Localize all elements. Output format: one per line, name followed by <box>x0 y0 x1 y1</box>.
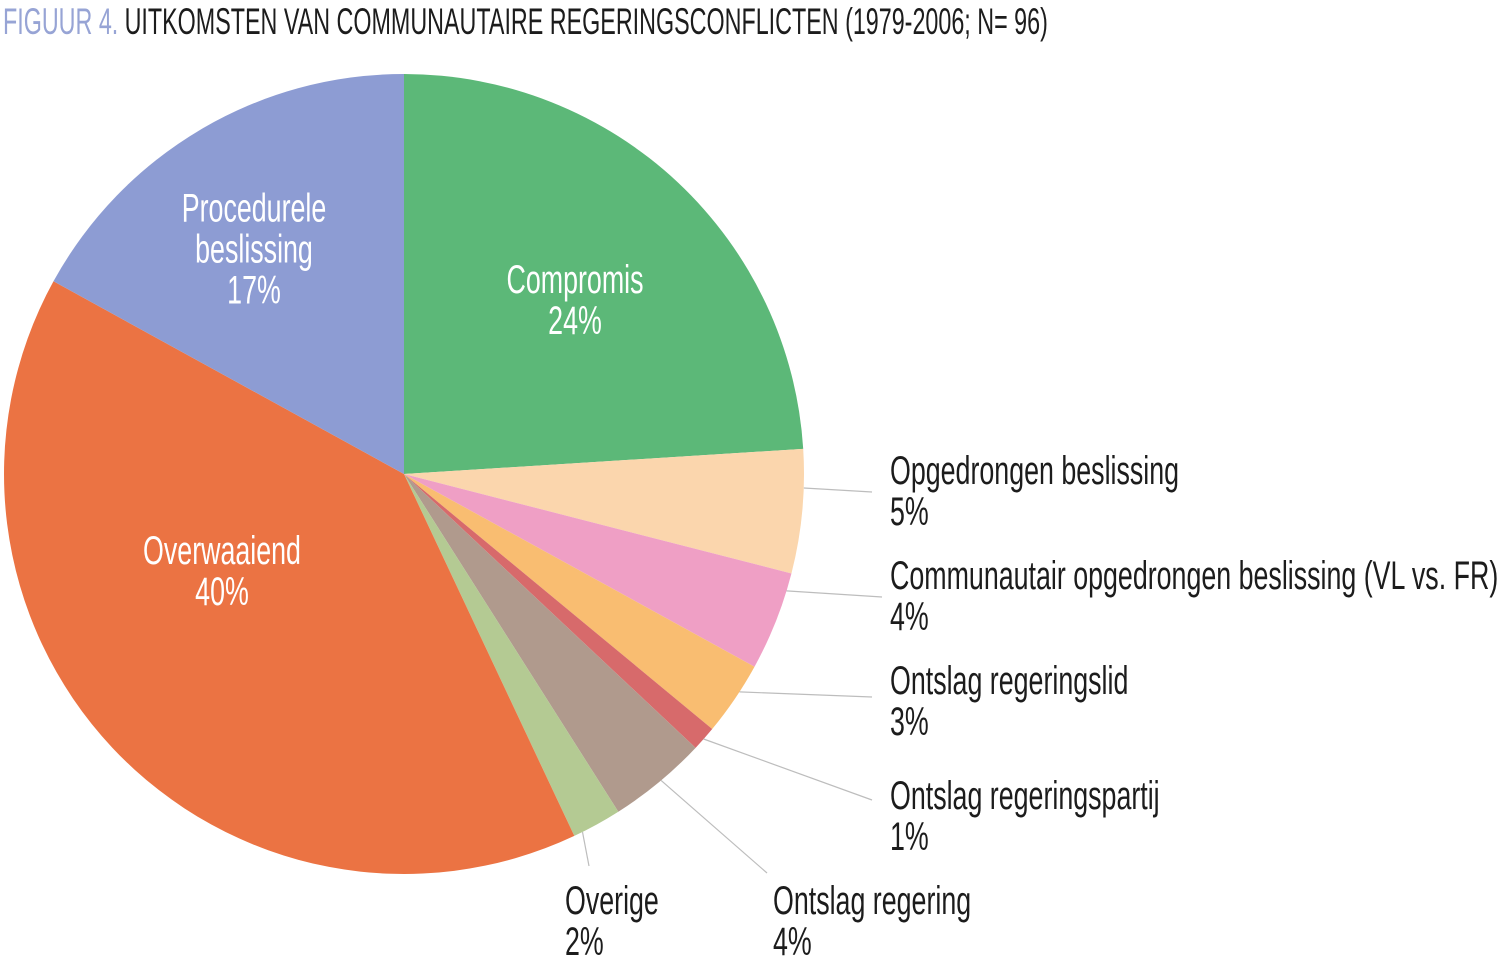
callout-label-pct: 2% <box>565 920 604 964</box>
callout-communautair-opgedrongen-beslissing: Communautair opgedrongen beslissing (VL … <box>890 556 1498 638</box>
callout-label-text: Overige <box>565 879 659 923</box>
leader-line-overige <box>581 831 590 867</box>
figure-number: FIGUUR 4. <box>3 1 119 42</box>
callout-label-text: Communautair opgedrongen beslissing (VL … <box>890 554 1499 598</box>
callout-label-pct: 4% <box>773 920 812 964</box>
callout-ontslag-regering: Ontslag regering 4% <box>773 881 971 963</box>
slice-label-procedurele-beslissing: Procedurele beslissing 17% <box>150 186 358 313</box>
callout-label-text: Ontslag regeringspartij <box>890 774 1160 818</box>
callout-label-pct: 3% <box>890 700 929 744</box>
figure-caption: UITKOMSTEN VAN COMMUNAUTAIRE REGERINGSCO… <box>124 1 1048 42</box>
callout-label-text: Ontslag regering <box>773 879 972 923</box>
callout-opgedrongen-beslissing: Opgedrongen beslissing 5% <box>890 451 1179 533</box>
callout-label-text: Ontslag regeringslid <box>890 659 1129 703</box>
callout-overige: Overige 2% <box>565 881 659 963</box>
pie-slice-overige <box>404 474 619 836</box>
leader-line-opgedrongen-beslissing <box>803 487 873 493</box>
callout-label-pct: 5% <box>890 490 929 534</box>
figure-title: FIGUUR 4. UITKOMSTEN VAN COMMUNAUTAIRE RE… <box>3 2 1048 41</box>
callout-label-pct: 4% <box>890 595 929 639</box>
leader-line-communautair-opgedrongen-beslissing-vl-vs-fr <box>786 590 883 598</box>
pie-slice-opgedrongen-beslissing <box>404 448 804 574</box>
pie-slice-procedurele-beslissing <box>53 74 404 474</box>
leader-line-ontslag-regeringslid <box>739 691 873 698</box>
slice-label-overwaaiend: Overwaaiend 40% <box>143 531 301 613</box>
slice-label-text: Compromis <box>506 258 644 302</box>
pie-slice-overwaaiend <box>4 281 575 874</box>
pie-slice-communautair-opgedrongen-beslissing-vl-vs-fr <box>404 474 792 667</box>
callout-label-text: Opgedrongen beslissing <box>890 449 1180 493</box>
slice-label-compromis: Compromis 24% <box>506 260 643 342</box>
callout-label-pct: 1% <box>890 815 929 859</box>
callout-ontslag-regeringspartij: Ontslag regeringspartij 1% <box>890 776 1160 858</box>
leader-line-ontslag-regering <box>660 779 768 874</box>
slice-label-text: Overwaaiend <box>143 529 301 573</box>
slice-label-pct: 40% <box>195 570 249 614</box>
slice-label-text: Procedurele beslissing <box>181 186 327 272</box>
slice-label-pct: 24% <box>548 299 602 343</box>
callout-ontslag-regeringslid: Ontslag regeringslid 3% <box>890 661 1128 743</box>
pie-slice-compromis <box>404 74 804 474</box>
leader-line-ontslag-regeringspartij <box>703 738 873 801</box>
pie-slice-ontslag-regering <box>404 474 696 812</box>
pie-slice-ontslag-regeringspartij <box>404 474 713 748</box>
pie-slice-ontslag-regeringslid <box>404 474 755 729</box>
slice-label-pct: 17% <box>227 268 281 313</box>
